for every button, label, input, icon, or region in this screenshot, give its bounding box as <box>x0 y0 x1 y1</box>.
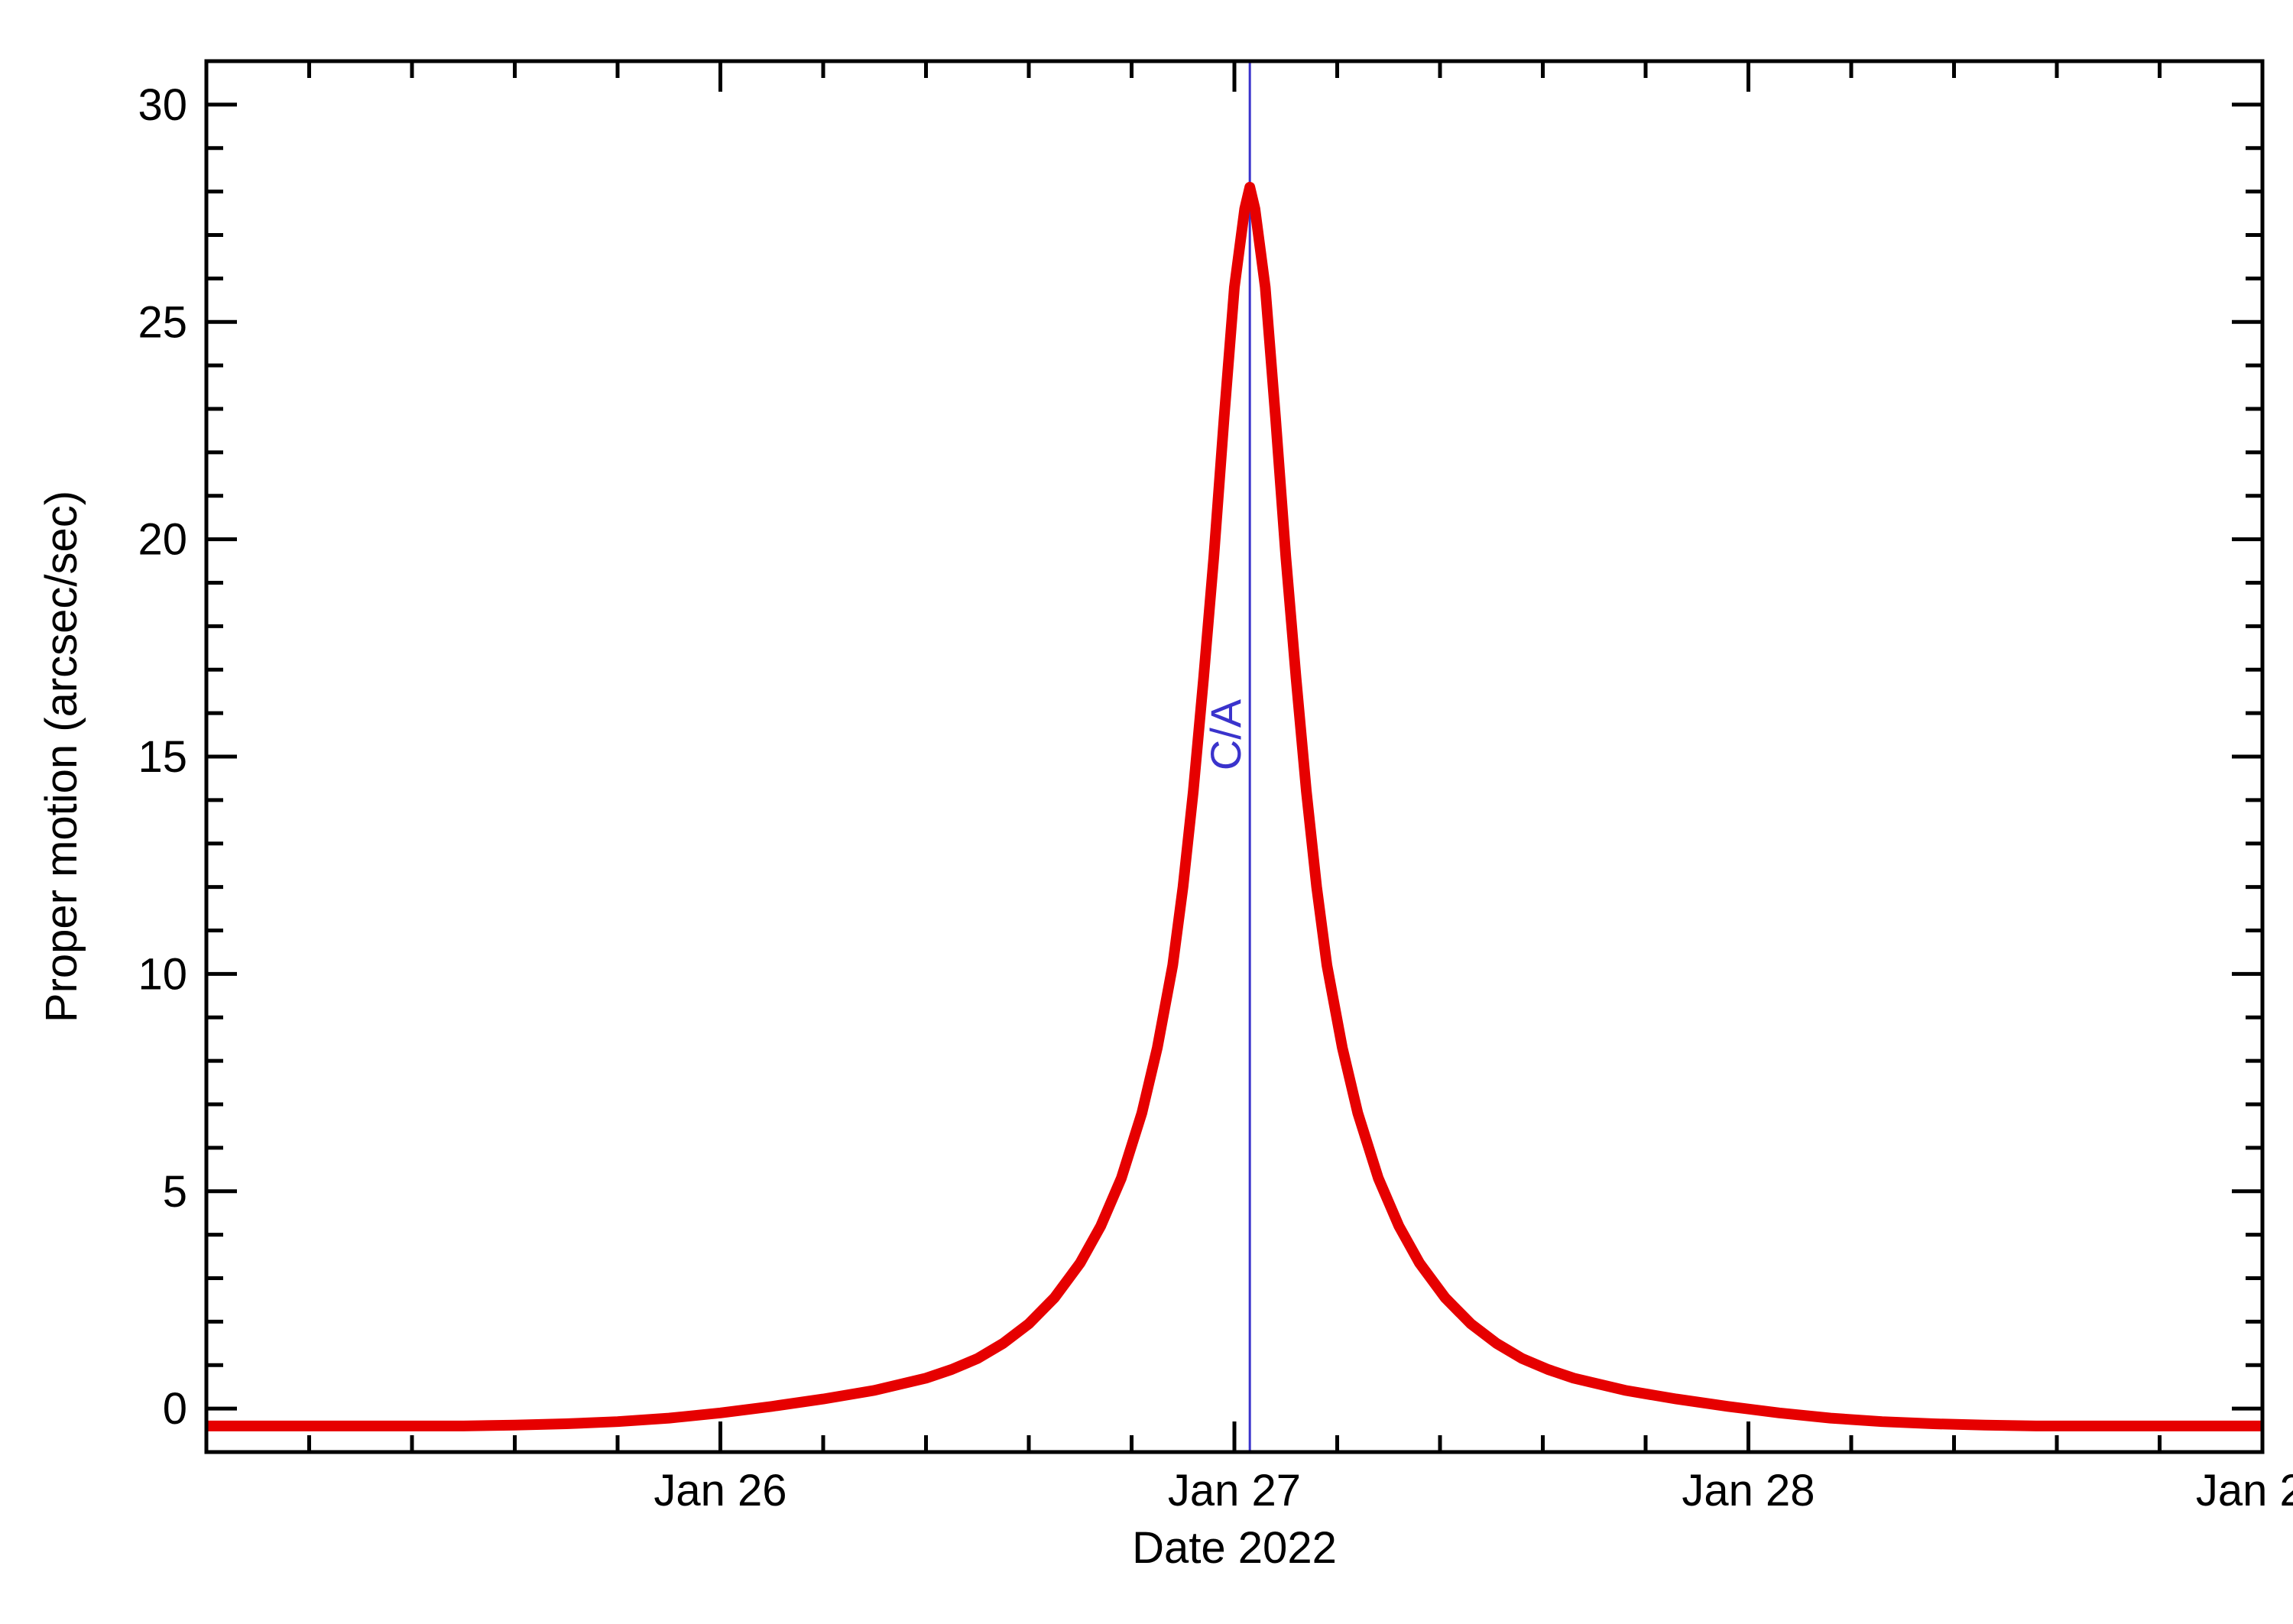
x-tick-label: Jan 28 <box>1682 1466 1815 1515</box>
marker-label: C/A <box>1202 699 1250 770</box>
y-tick-label: 15 <box>138 732 187 782</box>
y-tick-label: 30 <box>138 80 187 130</box>
y-axis-label: Proper motion (arcsec/sec) <box>37 491 86 1023</box>
chart-container: C/A Jan 26 Jan 27 Jan 28 Jan 29 0 5 10 15 20 25 30 D… <box>0 0 2293 1624</box>
x-tick-label: Jan 27 <box>1168 1466 1301 1515</box>
y-tick-label: 5 <box>163 1167 187 1217</box>
y-tick-label: 0 <box>163 1384 187 1434</box>
x-axis-label: Date 2022 <box>1132 1523 1337 1573</box>
y-tick-label: 20 <box>138 515 187 565</box>
x-tick-label: Jan 29 <box>2196 1466 2293 1515</box>
y-tick-label: 25 <box>138 297 187 347</box>
proper-motion-chart: C/A Jan 26 Jan 27 Jan 28 Jan 29 0 5 10 15 20 25 30 D… <box>0 0 2293 1624</box>
y-tick-label: 10 <box>138 949 187 999</box>
x-tick-label: Jan 26 <box>654 1466 786 1515</box>
